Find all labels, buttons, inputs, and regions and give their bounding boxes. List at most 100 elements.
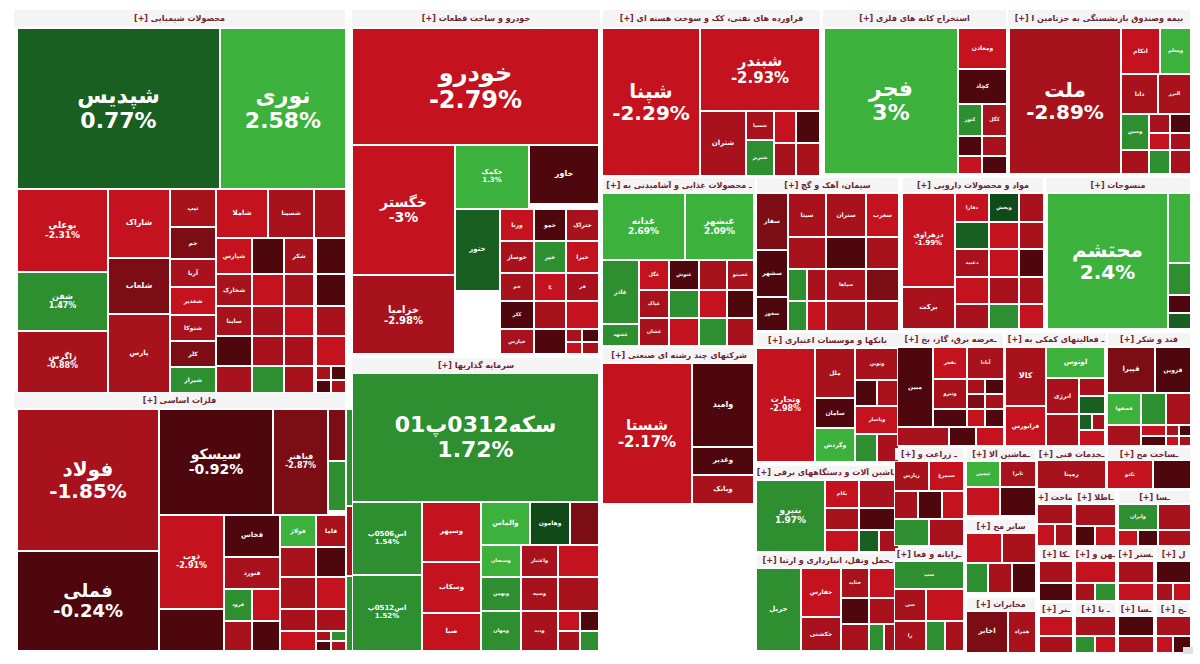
tile-chemicals-39[interactable] (317, 381, 330, 392)
sector-header-mini-nr[interactable]: ـنر [+] (1040, 603, 1072, 615)
tile-investments-16[interactable]: ودید (522, 612, 557, 650)
sector-header-machinery[interactable]: ـماشین آلا [+] (967, 448, 1035, 460)
tile-auxiliary-finance-6[interactable] (1047, 415, 1078, 445)
tile-base-metals-15[interactable] (317, 548, 345, 576)
tile-insurance-11[interactable] (1150, 151, 1169, 173)
tile-mini-sa-2[interactable] (1119, 531, 1137, 545)
tile-mini-nr-1[interactable] (1040, 637, 1072, 652)
tile-metal-products-0[interactable]: تکنو (1108, 461, 1152, 488)
tile-base-metals-17[interactable]: فرود (225, 590, 251, 620)
tile-auto-7[interactable]: خمو (535, 210, 565, 240)
tile-base-metals-16[interactable]: فنورد (225, 558, 279, 588)
tile-utilities-10[interactable] (986, 410, 1003, 426)
tile-oil-products-8[interactable] (797, 144, 819, 175)
tile-base-metals-25[interactable] (281, 632, 315, 650)
sector-header-mini-sa2[interactable]: ـسا [+] (1119, 603, 1153, 615)
sector-header-chemicals[interactable]: محصولات شیمیایی [+] (14, 10, 345, 27)
tile-base-metals-13[interactable]: فاما (317, 516, 345, 546)
tile-mini-ba-2[interactable] (1096, 637, 1115, 652)
sector-header-textiles[interactable]: منسوجات [+] (1046, 178, 1190, 192)
tile-banks-3[interactable]: وگردش (816, 429, 854, 461)
tile-other-products-0[interactable] (967, 534, 1001, 562)
tile-chemicals-4[interactable]: زاگرس-0.88% (18, 332, 107, 392)
tile-cement-1[interactable]: سشهر (757, 251, 787, 296)
tile-base-metals-29[interactable] (332, 642, 345, 650)
tile-textiles-1[interactable] (1169, 194, 1190, 262)
tile-it-5[interactable] (946, 622, 963, 650)
tile-chemicals-14[interactable]: شیراز (171, 368, 215, 392)
tile-food-0[interactable]: غدانه2.69% (603, 194, 684, 259)
sector-header-mini-ba[interactable]: ـ با [+] (1076, 603, 1115, 615)
tile-auto-4[interactable]: ختور (456, 210, 499, 290)
tile-cement-14[interactable] (808, 302, 825, 330)
tile-oil-products-7[interactable] (775, 144, 795, 175)
tile-mini-kh-0[interactable] (1157, 617, 1190, 635)
tile-utilities-3[interactable]: ونیرو (934, 380, 966, 408)
tile-sugar-0[interactable]: قپیرا (1108, 348, 1154, 392)
tile-pharma-15[interactable] (990, 305, 1018, 328)
tile-pharma-14[interactable] (956, 305, 988, 328)
tile-auto-14[interactable]: فر (567, 274, 598, 300)
tile-mini-ba-0[interactable] (1076, 617, 1115, 635)
sector-header-multi-industry[interactable]: شرکتهای چند رشته ای صنعتی [+] (603, 348, 755, 362)
tile-mini-str-0[interactable] (1119, 562, 1153, 582)
tile-chemicals-24[interactable] (285, 275, 313, 305)
tile-base-metals-2[interactable]: سیسکو-0.92% (160, 410, 272, 514)
sector-header-oil-products[interactable]: فراورده های نفتی، کک و سوخت هسته ای [+] (603, 10, 820, 27)
tile-base-metals-24[interactable] (317, 610, 345, 630)
tile-oil-products-1[interactable]: شبندر-2.93% (701, 29, 819, 110)
tile-utilities-4[interactable] (968, 380, 984, 393)
tile-base-metals-10[interactable] (160, 610, 223, 650)
sector-header-insurance[interactable]: بیمه وصندوق بازنشستگی به جزتامین ا [+] (1008, 10, 1190, 27)
tile-base-metals-12[interactable]: فولاژ (281, 516, 315, 546)
tile-insurance-7[interactable] (1171, 115, 1190, 132)
sector-header-mini-etela[interactable]: ـاطلا [+] (1076, 491, 1115, 503)
tile-chemicals-30[interactable] (217, 337, 251, 365)
tile-chemicals-23[interactable] (253, 275, 283, 305)
tile-chemicals-3[interactable]: شفن1.47% (18, 273, 107, 330)
tile-sugar-2[interactable]: قصفها (1108, 394, 1140, 424)
tile-pharma-11[interactable] (956, 278, 988, 303)
tile-pharma-12[interactable] (990, 278, 1018, 303)
tile-base-metals-1[interactable]: فملی-0.24% (18, 552, 158, 650)
tile-textiles-0[interactable]: محتشم2.4% (1048, 194, 1167, 328)
tile-oil-products-5[interactable] (775, 112, 795, 142)
tile-base-metals-11[interactable]: فخاس (225, 516, 279, 556)
tile-technical-services-0[interactable]: رمپنا (1038, 461, 1105, 488)
tile-base-metals-4[interactable] (329, 410, 345, 460)
tile-it-4[interactable] (927, 622, 944, 650)
tile-sugar-1[interactable]: قزوین (1156, 348, 1190, 392)
tile-electric-machinery-3[interactable] (826, 509, 858, 529)
sector-header-mini-kh[interactable]: ـخ [+] (1157, 603, 1190, 615)
tile-food-4[interactable]: غگل (640, 261, 668, 289)
tile-mini-sa2-0[interactable] (1119, 617, 1153, 635)
tile-mini-sakht-2[interactable] (1056, 525, 1072, 545)
tile-chemicals-18[interactable]: شپارس (217, 239, 251, 273)
tile-investments-8[interactable] (571, 503, 598, 544)
tile-auto-17[interactable] (567, 302, 598, 328)
tile-auto-13[interactable]: ع (535, 274, 565, 300)
tile-metal-ores-4[interactable]: کگل (983, 105, 1006, 135)
tile-transport-0[interactable]: حریل (757, 569, 800, 650)
tile-sugar-9[interactable] (1180, 426, 1190, 435)
sector-header-auto[interactable]: خودرو و ساخت قطعات [+] (352, 10, 600, 27)
tile-cement-5[interactable]: سغرب (867, 194, 898, 236)
tile-mini-etela-1[interactable] (1076, 527, 1094, 545)
tile-chemicals-20[interactable]: شکر (285, 239, 313, 273)
tile-transport-1[interactable]: حفارس (802, 569, 840, 616)
tile-auto-21[interactable] (583, 330, 598, 341)
tile-chemicals-22[interactable]: شخارک (217, 275, 251, 305)
sector-header-food[interactable]: ـ محصولات غذایی و آشامیدنی به [+] (603, 178, 755, 192)
tile-base-metals-26[interactable] (317, 632, 330, 640)
tile-oil-products-4[interactable]: شبریز (747, 141, 773, 175)
tile-cement-15[interactable] (827, 302, 865, 330)
tile-mini-sakht-1[interactable] (1038, 525, 1054, 545)
tile-auto-15[interactable]: ککر (501, 302, 533, 328)
tile-it-2[interactable] (927, 590, 963, 620)
tile-utilities-12[interactable] (950, 428, 975, 445)
tile-chemicals-26[interactable]: ساینا (217, 307, 251, 335)
tile-base-metals-0[interactable]: فولاد-1.85% (18, 410, 158, 550)
sector-header-mini-l[interactable]: ل [+] (1157, 548, 1190, 560)
tile-base-metals-22[interactable] (253, 622, 279, 650)
tile-mini-nr-0[interactable] (1040, 617, 1072, 635)
